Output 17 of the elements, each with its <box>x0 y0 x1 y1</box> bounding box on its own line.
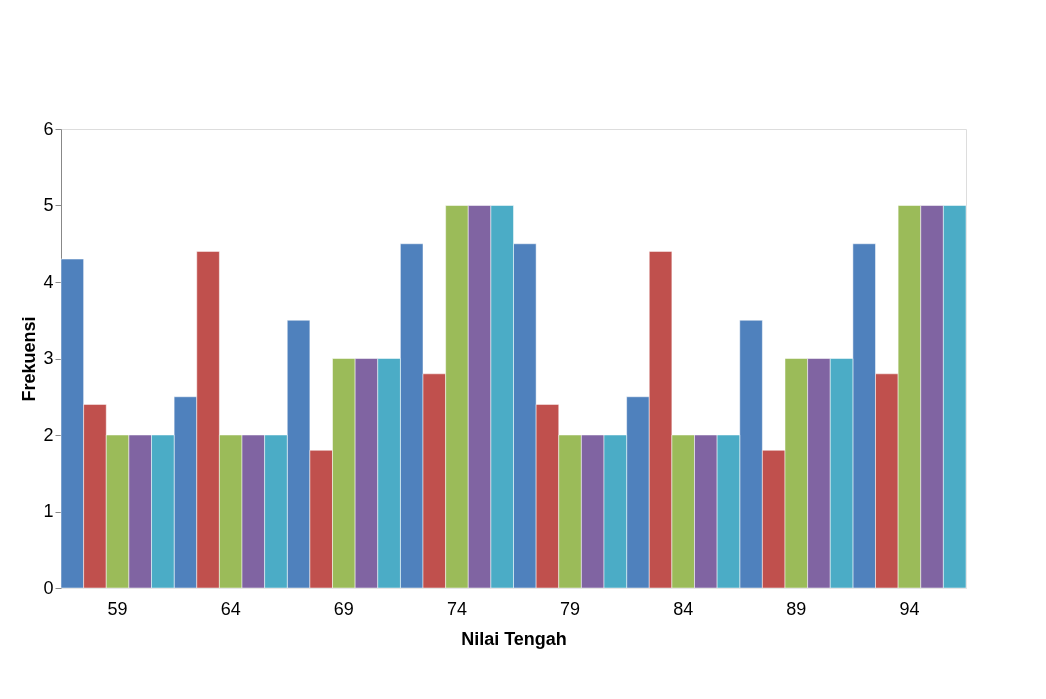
x-tick-label: 64 <box>220 598 241 619</box>
x-tick-label: 59 <box>107 598 128 619</box>
x-tick-label: 89 <box>786 598 807 619</box>
x-tick-label: 74 <box>446 598 467 619</box>
y-tick-label: 2 <box>43 424 54 445</box>
x-tick-label: 79 <box>560 598 581 619</box>
y-tick-label: 4 <box>43 271 54 292</box>
y-tick-label: 5 <box>43 195 54 215</box>
y-tick-label: 1 <box>43 501 54 521</box>
x-axis-title: Nilai Tengah <box>461 628 567 649</box>
x-tick-label: 94 <box>899 598 920 619</box>
y-tick-label: 0 <box>43 577 54 598</box>
y-tick-label: 6 <box>43 118 54 139</box>
y-tick-label: 3 <box>43 348 54 368</box>
x-tick-label: 69 <box>333 598 354 619</box>
x-tick-label: 84 <box>673 598 694 619</box>
y-axis-title: Frekuensi <box>19 316 40 402</box>
